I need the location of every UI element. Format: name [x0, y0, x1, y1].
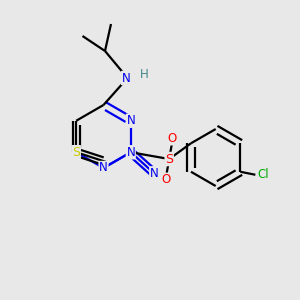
- Text: S: S: [72, 146, 80, 159]
- Text: N: N: [150, 167, 159, 180]
- Text: N: N: [99, 161, 108, 175]
- Text: S: S: [165, 152, 173, 166]
- Text: H: H: [140, 68, 148, 82]
- Text: N: N: [126, 146, 135, 159]
- Text: N: N: [126, 114, 135, 127]
- Text: O: O: [167, 132, 177, 145]
- Text: N: N: [122, 71, 130, 85]
- Text: O: O: [162, 173, 171, 186]
- Text: Cl: Cl: [257, 168, 269, 181]
